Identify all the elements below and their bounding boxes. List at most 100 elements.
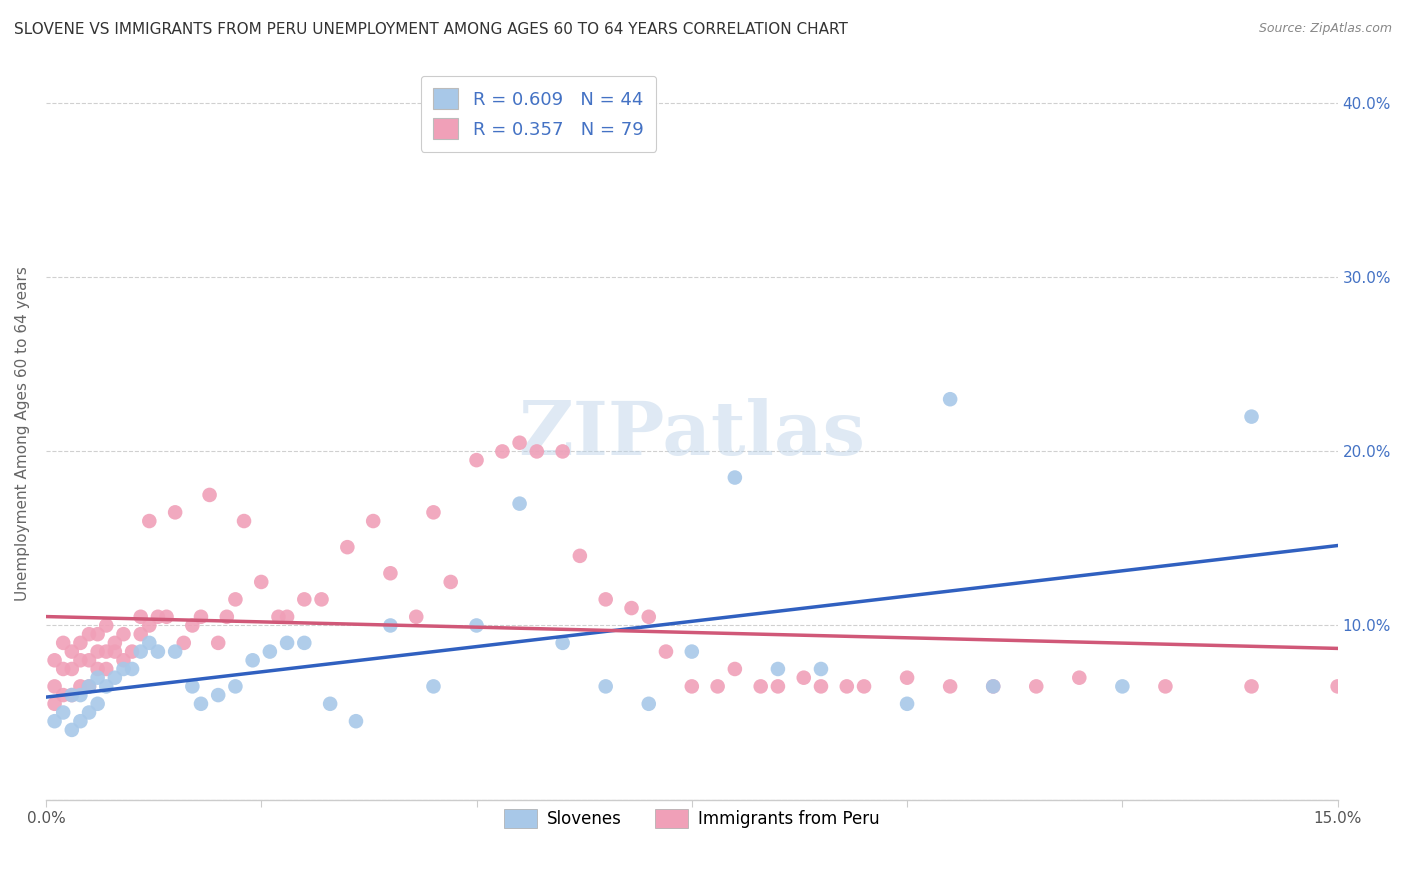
Point	[939, 679, 962, 693]
Point	[766, 679, 789, 693]
Point	[96, 662, 118, 676]
Point	[215, 609, 238, 624]
Y-axis label: Unemployment Among Ages 60 to 64 years: Unemployment Among Ages 60 to 64 years	[15, 267, 30, 601]
Point	[52, 706, 75, 720]
Point	[1154, 679, 1177, 693]
Point	[810, 679, 832, 693]
Point	[681, 644, 703, 658]
Text: Source: ZipAtlas.com: Source: ZipAtlas.com	[1258, 22, 1392, 36]
Point	[724, 470, 747, 484]
Point	[1069, 671, 1091, 685]
Point	[190, 609, 212, 624]
Point	[121, 662, 143, 676]
Point	[60, 662, 83, 676]
Point	[44, 653, 66, 667]
Point	[224, 592, 246, 607]
Point	[224, 679, 246, 693]
Point	[620, 601, 643, 615]
Point	[60, 688, 83, 702]
Point	[336, 540, 359, 554]
Point	[104, 671, 127, 685]
Point	[233, 514, 256, 528]
Point	[77, 679, 100, 693]
Point	[981, 679, 1004, 693]
Point	[69, 636, 91, 650]
Text: ZIPatlas: ZIPatlas	[519, 398, 865, 470]
Point	[568, 549, 591, 563]
Point	[1240, 409, 1263, 424]
Point	[361, 514, 384, 528]
Point	[896, 671, 918, 685]
Point	[96, 679, 118, 693]
Point	[165, 644, 187, 658]
Point	[276, 636, 298, 650]
Point	[405, 609, 427, 624]
Point	[112, 653, 135, 667]
Point	[44, 714, 66, 729]
Point	[77, 706, 100, 720]
Point	[551, 636, 574, 650]
Point	[422, 679, 444, 693]
Point	[198, 488, 221, 502]
Point	[526, 444, 548, 458]
Point	[319, 697, 342, 711]
Point	[165, 505, 187, 519]
Point	[44, 697, 66, 711]
Point	[77, 627, 100, 641]
Point	[69, 688, 91, 702]
Point	[242, 653, 264, 667]
Point	[207, 688, 229, 702]
Point	[311, 592, 333, 607]
Point	[146, 644, 169, 658]
Point	[595, 679, 617, 693]
Point	[276, 609, 298, 624]
Point	[138, 618, 160, 632]
Point	[112, 627, 135, 641]
Point	[491, 444, 513, 458]
Point	[344, 714, 367, 729]
Point	[259, 644, 281, 658]
Point	[250, 574, 273, 589]
Point	[465, 453, 488, 467]
Point	[173, 636, 195, 650]
Point	[207, 636, 229, 650]
Point	[96, 644, 118, 658]
Point	[681, 679, 703, 693]
Point	[138, 636, 160, 650]
Point	[380, 566, 402, 581]
Point	[637, 609, 659, 624]
Point	[706, 679, 728, 693]
Point	[267, 609, 290, 624]
Point	[60, 723, 83, 737]
Legend: Slovenes, Immigrants from Peru: Slovenes, Immigrants from Peru	[496, 803, 887, 835]
Point	[1111, 679, 1133, 693]
Point	[551, 444, 574, 458]
Point	[86, 662, 108, 676]
Point	[509, 435, 531, 450]
Point	[655, 644, 678, 658]
Point	[138, 514, 160, 528]
Point	[981, 679, 1004, 693]
Point	[86, 644, 108, 658]
Point	[509, 497, 531, 511]
Point	[52, 662, 75, 676]
Point	[939, 392, 962, 407]
Point	[190, 697, 212, 711]
Point	[181, 618, 204, 632]
Point	[77, 679, 100, 693]
Point	[1025, 679, 1047, 693]
Point	[1326, 679, 1348, 693]
Point	[896, 697, 918, 711]
Point	[595, 592, 617, 607]
Point	[121, 644, 143, 658]
Point	[380, 618, 402, 632]
Point	[181, 679, 204, 693]
Point	[69, 653, 91, 667]
Point	[60, 688, 83, 702]
Point	[52, 636, 75, 650]
Point	[835, 679, 858, 693]
Point	[637, 697, 659, 711]
Point	[129, 644, 152, 658]
Point	[440, 574, 463, 589]
Point	[292, 636, 315, 650]
